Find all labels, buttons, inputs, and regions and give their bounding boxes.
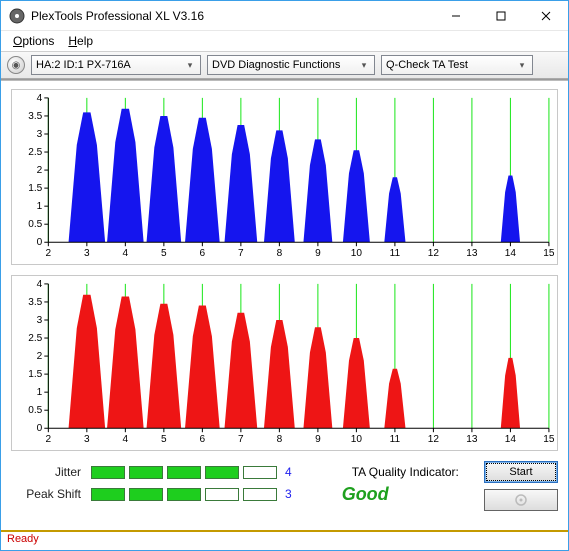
svg-text:7: 7 [238, 248, 244, 259]
drive-combo-value: HA:2 ID:1 PX-716A [36, 59, 131, 71]
quality-box [129, 488, 163, 501]
svg-text:15: 15 [543, 248, 555, 259]
quality-indicator: Good [342, 484, 389, 505]
peakshift-label: Peak Shift [11, 487, 91, 501]
svg-text:4: 4 [37, 93, 43, 104]
svg-text:11: 11 [390, 434, 401, 445]
title-bar: PlexTools Professional XL V3.16 [1, 1, 568, 31]
maximize-button[interactable] [478, 1, 523, 30]
chevron-down-icon: ▾ [514, 56, 530, 74]
svg-text:14: 14 [505, 434, 517, 445]
jitter-value: 4 [285, 465, 292, 479]
peakshift-value: 3 [285, 487, 292, 501]
svg-text:0: 0 [37, 423, 43, 434]
svg-text:2.5: 2.5 [28, 147, 42, 158]
menu-options[interactable]: Options [7, 33, 60, 49]
chevron-down-icon: ▾ [356, 56, 372, 74]
function-combo-value: DVD Diagnostic Functions [212, 59, 340, 71]
svg-text:9: 9 [315, 248, 321, 259]
svg-text:15: 15 [543, 434, 555, 445]
svg-text:3.5: 3.5 [28, 297, 42, 308]
svg-text:8: 8 [277, 434, 283, 445]
svg-text:10: 10 [351, 434, 363, 445]
quality-box [243, 466, 277, 479]
start-button[interactable]: Start [484, 461, 558, 483]
quality-box [167, 488, 201, 501]
test-combo-value: Q-Check TA Test [386, 59, 468, 71]
minimize-button[interactable] [433, 1, 478, 30]
status-text: Ready [7, 533, 39, 545]
svg-text:13: 13 [466, 434, 478, 445]
quality-box [91, 466, 125, 479]
window-title: PlexTools Professional XL V3.16 [31, 9, 433, 23]
svg-text:3.5: 3.5 [28, 111, 42, 122]
ta-quality-label: TA Quality Indicator: [352, 465, 459, 479]
svg-text:1: 1 [37, 387, 43, 398]
svg-text:5: 5 [161, 434, 167, 445]
quality-box [129, 466, 163, 479]
chart-top: 0 0.5 1 1.5 2 2.5 3 3.5 4 2 3 4 5 6 7 8 9 10 11 12 13 14 15 [11, 89, 558, 265]
drive-combo[interactable]: HA:2 ID:1 PX-716A ▾ [31, 55, 201, 75]
svg-text:5: 5 [161, 248, 167, 259]
svg-text:2.5: 2.5 [28, 333, 42, 344]
svg-text:14: 14 [505, 248, 517, 259]
svg-text:12: 12 [428, 434, 440, 445]
function-combo[interactable]: DVD Diagnostic Functions ▾ [207, 55, 375, 75]
jitter-boxes [91, 466, 277, 479]
quality-box [205, 466, 239, 479]
quality-box [243, 488, 277, 501]
svg-text:4: 4 [123, 248, 129, 259]
options-button[interactable] [484, 489, 558, 511]
menu-help[interactable]: Help [62, 33, 99, 49]
svg-text:4: 4 [37, 279, 43, 290]
close-button[interactable] [523, 1, 568, 30]
svg-text:0.5: 0.5 [28, 405, 42, 416]
gear-icon [514, 493, 528, 507]
toolbar: ◉ HA:2 ID:1 PX-716A ▾ DVD Diagnostic Fun… [1, 51, 568, 79]
quality-box [167, 466, 201, 479]
svg-text:1.5: 1.5 [28, 183, 42, 194]
chevron-down-icon: ▾ [182, 56, 198, 74]
menu-bar: Options Help [1, 31, 568, 51]
status-bar: Ready [1, 530, 568, 550]
svg-text:9: 9 [315, 434, 321, 445]
svg-text:3: 3 [37, 129, 43, 140]
svg-text:2: 2 [46, 434, 52, 445]
stats-row: Jitter 4 TA Quality Indicator: Peak Shif… [11, 461, 558, 511]
svg-text:7: 7 [238, 434, 244, 445]
peakshift-boxes [91, 488, 277, 501]
svg-text:4: 4 [123, 434, 129, 445]
svg-text:0.5: 0.5 [28, 219, 42, 230]
disc-icon: ◉ [7, 56, 25, 74]
svg-text:1: 1 [37, 201, 43, 212]
svg-text:3: 3 [84, 434, 90, 445]
svg-text:12: 12 [428, 248, 440, 259]
jitter-label: Jitter [11, 465, 91, 479]
svg-text:0: 0 [37, 237, 43, 248]
test-combo[interactable]: Q-Check TA Test ▾ [381, 55, 533, 75]
svg-text:1.5: 1.5 [28, 369, 42, 380]
svg-text:8: 8 [277, 248, 283, 259]
app-icon [9, 8, 25, 24]
svg-text:2: 2 [37, 351, 43, 362]
quality-box [205, 488, 239, 501]
svg-text:3: 3 [37, 315, 43, 326]
quality-box [91, 488, 125, 501]
svg-text:2: 2 [46, 248, 52, 259]
svg-text:3: 3 [84, 248, 90, 259]
svg-text:2: 2 [37, 165, 43, 176]
svg-text:10: 10 [351, 248, 363, 259]
svg-text:13: 13 [466, 248, 478, 259]
content-area: 00.511.522.533.5423456789101112131415 00… [1, 81, 568, 530]
svg-text:11: 11 [390, 248, 401, 259]
svg-text:6: 6 [200, 248, 206, 259]
chart-bottom: 0 0.5 1 1.5 2 2.5 3 3.5 4 2 3 4 5 6 7 8 9 10 11 12 13 14 15 [11, 275, 558, 451]
svg-text:6: 6 [200, 434, 206, 445]
